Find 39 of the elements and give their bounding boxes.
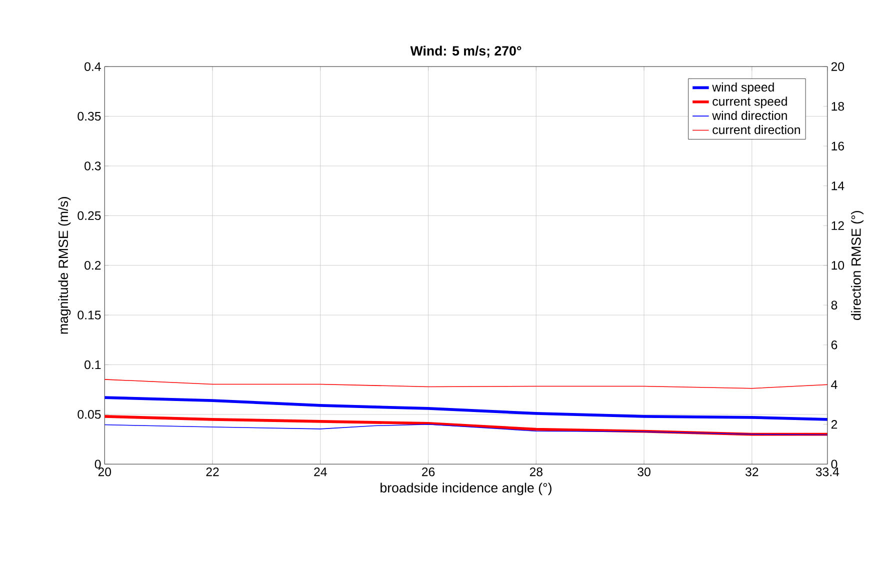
y-tick-label: 0.4 (84, 62, 101, 72)
x-axis-title: broadside incidence angle (°) (380, 482, 552, 496)
legend-label: current speed (712, 96, 787, 108)
y2-tick-label: 2 (831, 420, 838, 429)
legend-label: wind direction (712, 110, 787, 120)
x-tick-label: 20 (98, 468, 112, 476)
line-series (104, 396, 828, 421)
legend-label: current direction (712, 125, 800, 134)
y-tick-label: 0.25 (78, 211, 101, 220)
x-tick-label: 28 (530, 468, 542, 476)
y2-tick-label: 16 (832, 142, 844, 151)
y-tick-label: 0 (94, 460, 101, 469)
y2-tick-label: 0 (831, 460, 838, 469)
line-series (104, 424, 828, 436)
y2-tick-label: 8 (831, 300, 838, 310)
y-tick-label: 0.35 (78, 112, 101, 121)
chart-title: Wind: 5 m/s; 270° (410, 46, 522, 58)
y2-tick-label: 12 (832, 221, 844, 230)
y2-axis-title: direction RMSE (°) (851, 211, 864, 320)
line-series (104, 379, 828, 389)
y-tick-label: 0.1 (84, 360, 101, 370)
y-tick-label: 0.05 (78, 410, 101, 419)
x-tick-label: 22 (206, 468, 219, 476)
x-tick-label: 30 (638, 468, 650, 476)
y2-tick-label: 4 (831, 380, 838, 389)
y-axis-title: magnitude RMSE (m/s) (58, 197, 71, 334)
x-tick-label: 26 (422, 468, 435, 476)
y-tick-label: 0.3 (84, 162, 101, 170)
x-tick-label: 32 (746, 468, 758, 476)
y2-tick-label: 18 (832, 102, 844, 111)
y2-tick-label: 10 (832, 261, 844, 270)
y-tick-label: 0.2 (84, 261, 101, 270)
x-tick-label: 33.4 (816, 468, 840, 476)
x-tick-label: 24 (314, 468, 327, 476)
y-tick-label: 0.15 (78, 310, 101, 320)
y2-tick-label: 20 (831, 62, 844, 72)
y2-tick-label: 14 (832, 182, 844, 190)
legend-label: wind speed (712, 82, 774, 94)
y2-tick-label: 6 (831, 340, 838, 350)
